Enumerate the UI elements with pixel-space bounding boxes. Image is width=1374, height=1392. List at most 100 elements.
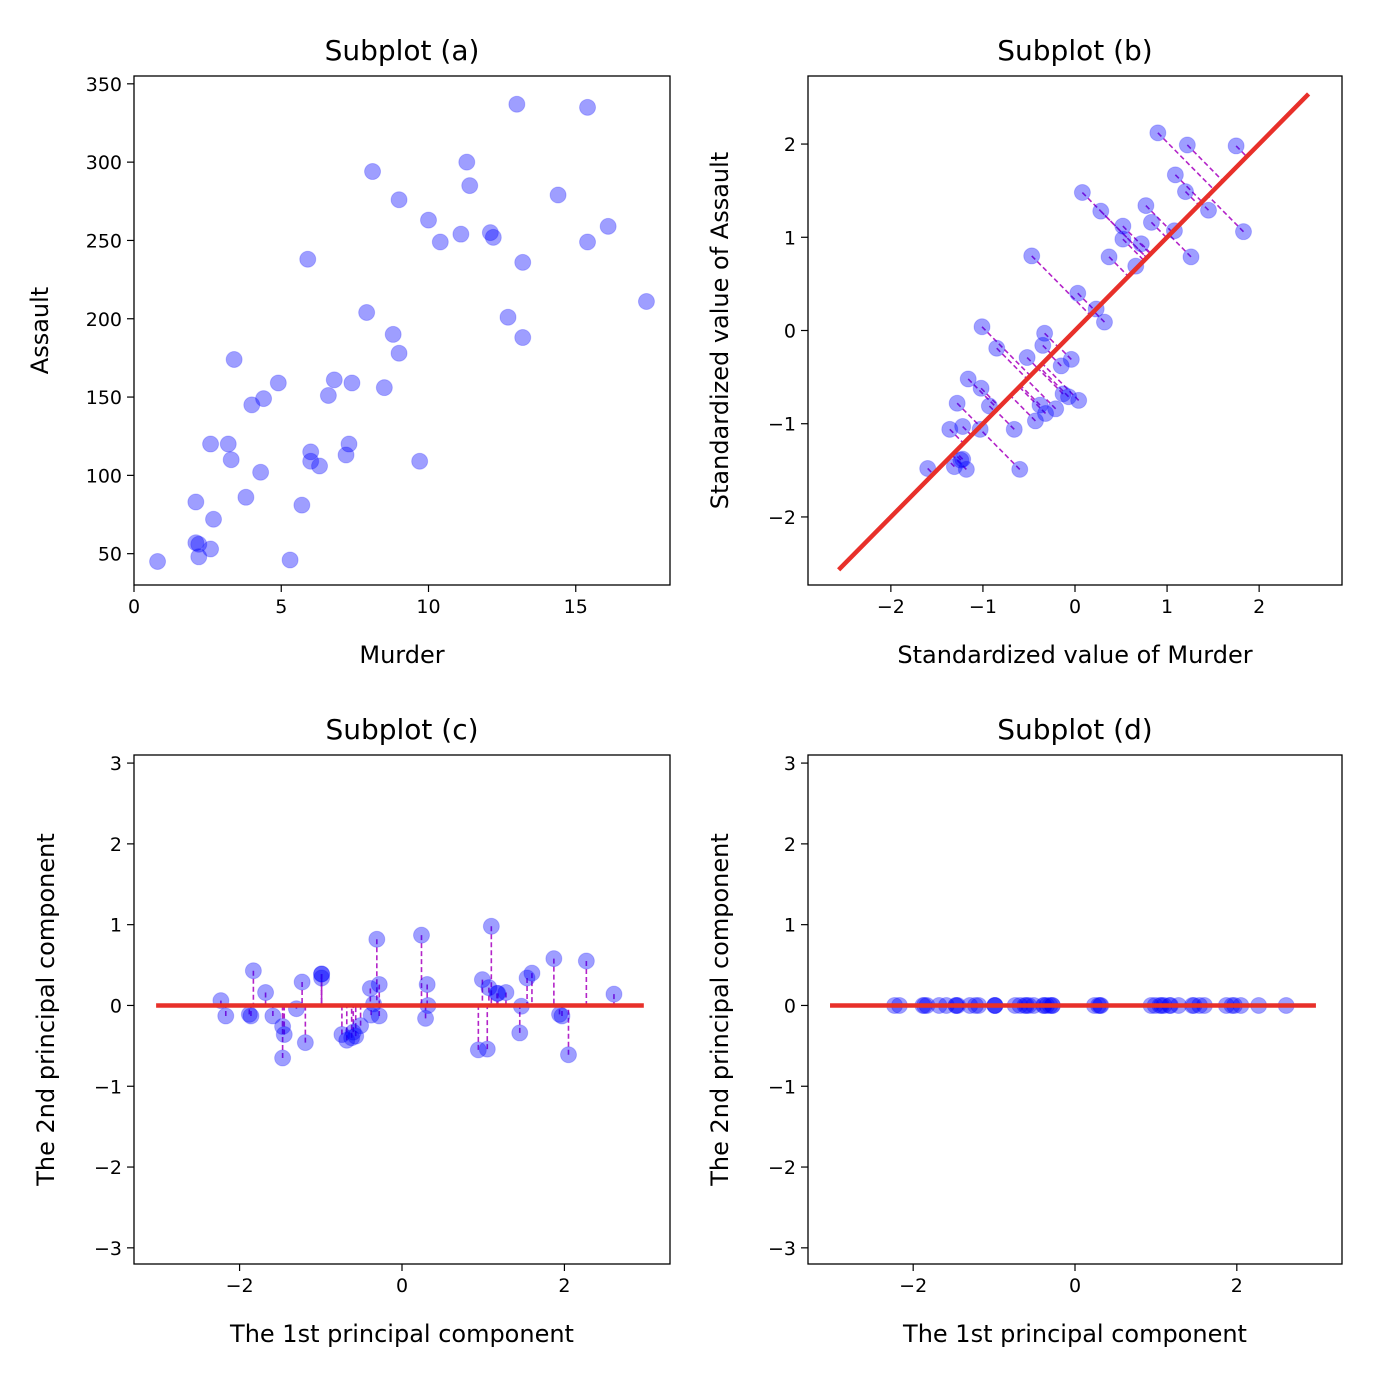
y-tick-label: 100 <box>86 465 122 487</box>
projection-line <box>978 427 1021 470</box>
data-point <box>344 1023 362 1041</box>
chart-title: Subplot (c) <box>325 713 478 746</box>
y-tick-label: 0 <box>110 995 122 1017</box>
data-point <box>1100 248 1118 266</box>
x-tick-label: 2 <box>558 1275 570 1297</box>
data-point <box>941 420 959 438</box>
y-tick-label: 3 <box>784 753 796 775</box>
data-point <box>219 435 237 453</box>
data-point <box>370 1007 388 1025</box>
data-point <box>264 1007 282 1025</box>
data-point <box>514 329 532 347</box>
projection-line <box>1058 346 1072 360</box>
data-point <box>343 374 361 392</box>
data-point <box>390 344 408 362</box>
x-axis-label: Standardized value of Murder <box>897 641 1252 669</box>
y-tick-label: 150 <box>86 387 122 409</box>
data-point <box>296 1034 314 1052</box>
y-axis-label: Assault <box>26 287 54 374</box>
projection-line <box>967 378 999 410</box>
projection-line <box>956 402 981 428</box>
y-tick-label: 1 <box>784 915 796 937</box>
x-axis-label: The 1st principal component <box>229 1320 574 1348</box>
data-point <box>313 965 331 983</box>
projection-line <box>1009 395 1036 422</box>
data-point <box>222 451 240 469</box>
chart-title: Subplot (a) <box>325 34 480 67</box>
projection-line <box>1093 310 1106 323</box>
data-point <box>605 985 623 1003</box>
data-point <box>972 379 990 397</box>
data-point <box>370 975 388 993</box>
data-point <box>1227 137 1245 155</box>
data-point <box>390 191 408 209</box>
y-tick-label: 300 <box>86 152 122 174</box>
y-tick-label: 0 <box>784 995 796 1017</box>
y-tick-label: −1 <box>768 414 796 436</box>
data-point <box>511 1024 529 1042</box>
y-tick-label: 50 <box>98 544 122 566</box>
projection-line <box>1031 255 1091 316</box>
projection-line <box>980 387 1001 408</box>
y-axis-label: The 2nd principal component <box>706 833 734 1186</box>
x-tick-label: −2 <box>226 1275 254 1297</box>
plot-frame <box>133 754 671 1265</box>
data-point <box>1011 460 1029 478</box>
data-point <box>1054 385 1072 403</box>
data-point <box>508 95 526 113</box>
data-point <box>412 926 430 944</box>
data-point <box>1114 217 1132 235</box>
projection-line <box>1108 256 1129 277</box>
projection-line <box>1207 195 1245 233</box>
data-point <box>287 1000 305 1018</box>
data-point <box>242 1007 260 1025</box>
x-axis-label: The 1st principal component <box>902 1320 1247 1348</box>
data-point <box>1166 166 1184 184</box>
data-point <box>384 325 402 343</box>
data-point <box>202 540 220 558</box>
projection-line <box>988 405 996 413</box>
data-point <box>579 233 597 251</box>
data-point <box>482 917 500 935</box>
data-point <box>1023 247 1041 265</box>
projection-line <box>1174 174 1203 203</box>
data-point <box>1031 396 1049 414</box>
projection-line <box>981 326 1031 377</box>
data-point <box>948 394 966 412</box>
y-axis-label: Standardized value of Assault <box>706 152 734 509</box>
data-point <box>452 225 470 243</box>
data-point <box>545 950 563 968</box>
y-tick-label: 250 <box>86 230 122 252</box>
data-point <box>319 386 337 404</box>
projection-line <box>1184 191 1200 206</box>
x-tick-label: 2 <box>1253 596 1265 618</box>
x-tick-label: 2 <box>1231 1275 1243 1297</box>
subplot-a: Subplot (a) 0 5 10 15 50 100 150 200 250 300 350 Mur… <box>26 34 671 669</box>
chart-title: Subplot (b) <box>997 34 1152 67</box>
data-point <box>579 98 597 116</box>
data-point <box>187 534 205 552</box>
data-point <box>255 390 273 408</box>
data-point <box>361 979 379 997</box>
data-point <box>1060 388 1078 406</box>
data-point <box>489 984 507 1002</box>
data-point <box>523 964 541 982</box>
y-tick-label: 0 <box>784 321 796 343</box>
data-point <box>1070 391 1088 409</box>
y-tick-label: 350 <box>86 74 122 96</box>
data-point <box>343 1029 361 1047</box>
data-point <box>244 962 262 980</box>
projection-line <box>1122 225 1152 255</box>
data-point <box>1005 420 1023 438</box>
y-tick-label: 2 <box>784 834 796 856</box>
x-tick-label: 0 <box>1069 1275 1081 1297</box>
data-point <box>275 1026 293 1044</box>
data-point <box>417 1009 435 1027</box>
projection-line <box>1026 356 1039 369</box>
data-point <box>274 1017 292 1035</box>
y-tick-label: −2 <box>768 1157 796 1179</box>
data-point <box>347 1027 365 1045</box>
data-point <box>418 975 436 993</box>
data-point <box>340 435 358 453</box>
data-point <box>1114 230 1132 248</box>
